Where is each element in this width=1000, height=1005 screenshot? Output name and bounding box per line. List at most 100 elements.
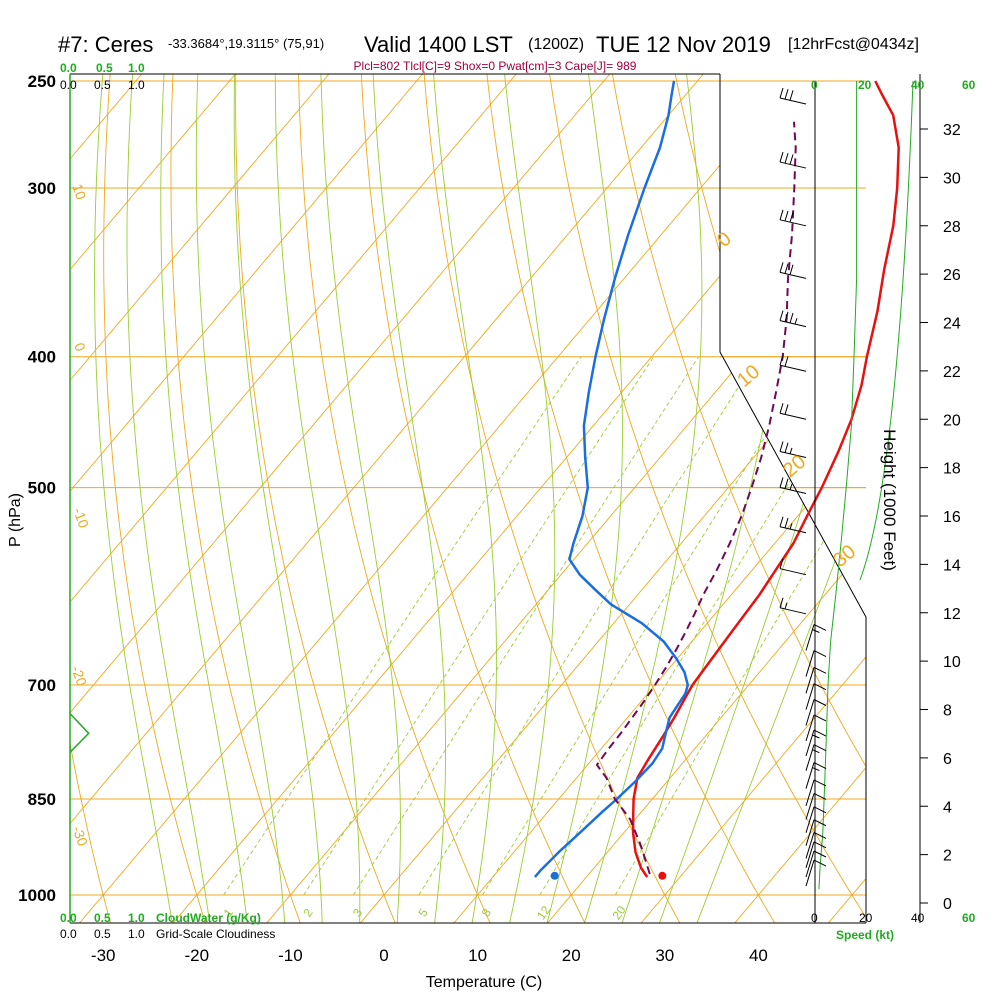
height-tick-label: 18 bbox=[943, 461, 961, 478]
isotherm-label: -20 bbox=[68, 664, 90, 689]
pressure-tick-label: 1000 bbox=[18, 886, 56, 905]
wind-barb-flag bbox=[813, 666, 827, 674]
cloud-top-green-tick-0: 0.0 bbox=[60, 61, 77, 75]
wind-barb-staff bbox=[779, 412, 807, 420]
wind-barb-staff bbox=[805, 859, 815, 887]
wind-barb bbox=[805, 793, 827, 820]
wind-barb bbox=[805, 699, 827, 726]
wind-barb bbox=[779, 151, 807, 169]
wind-barb-half bbox=[812, 734, 820, 739]
wind-barb-flag bbox=[784, 478, 789, 489]
wind-top-tick-0: 0 bbox=[811, 78, 818, 92]
wind-barb-staff bbox=[779, 161, 807, 169]
wind-barb-half bbox=[812, 749, 820, 754]
mixing-ratio-line bbox=[482, 356, 816, 896]
moist-adiabat-line bbox=[696, 74, 866, 923]
station-coords: -33.3684°,19.3115° (75,91) bbox=[168, 36, 324, 51]
wind-barb-flag bbox=[784, 356, 789, 367]
wind-barb bbox=[805, 744, 827, 771]
wind-barb-staff bbox=[779, 271, 807, 279]
height-tick-label: 12 bbox=[943, 606, 961, 623]
moist-adiabat-line bbox=[94, 74, 173, 923]
height-tick-label: 20 bbox=[943, 412, 961, 429]
isotherm-label: 20 bbox=[779, 451, 810, 482]
wind-barb-flag bbox=[813, 850, 827, 858]
isotherm-line bbox=[640, 74, 866, 923]
wind-barb-staff bbox=[779, 486, 807, 494]
wind-barb-flag bbox=[789, 264, 794, 275]
wind-barb bbox=[779, 477, 807, 494]
dry-adiabat-line bbox=[609, 74, 866, 923]
wind-bottom-black-tick-0: 0 bbox=[811, 911, 818, 925]
moist-adiabat-line bbox=[195, 74, 286, 923]
isotherm-line bbox=[359, 74, 866, 923]
cloud-bottom-black-tick-1: 0.5 bbox=[94, 927, 111, 941]
wind-barb-flag bbox=[813, 841, 827, 849]
wind-barb bbox=[779, 262, 807, 279]
moist-adiabat-line bbox=[583, 74, 703, 923]
dry-adiabat-line bbox=[546, 74, 866, 923]
pressure-tick-label: 400 bbox=[28, 348, 56, 367]
wind-barb-flag bbox=[779, 262, 784, 273]
wind-barb-staff bbox=[805, 762, 815, 789]
wind-barb-flag bbox=[813, 832, 827, 839]
wind-speed-upper-curve bbox=[859, 80, 914, 581]
moist-adiabat-line bbox=[274, 74, 361, 923]
wind-barb-flag bbox=[813, 793, 827, 800]
isotherm-label: 0 bbox=[713, 228, 736, 252]
isotherm-line bbox=[266, 74, 866, 923]
isotherm-label: 30 bbox=[829, 541, 860, 572]
dry-adiabat-line bbox=[484, 74, 776, 923]
height-tick-label: 30 bbox=[943, 170, 961, 187]
wind-barb-flag bbox=[813, 650, 827, 658]
wind-barb-flag bbox=[779, 310, 784, 321]
isotherm-label: -30 bbox=[69, 824, 91, 849]
moist-adiabat-line bbox=[160, 74, 248, 923]
moist-adiabat-line bbox=[233, 74, 323, 923]
moist-adiabat-line bbox=[371, 74, 446, 923]
wind-barb bbox=[805, 666, 827, 694]
forecast-run: [12hrFcst@0434z] bbox=[788, 36, 919, 53]
isotherm-line bbox=[172, 74, 866, 923]
parcel-line bbox=[595, 121, 797, 875]
wind-barb-staff bbox=[805, 667, 815, 694]
height-tick-label: 14 bbox=[943, 557, 961, 574]
wind-barb-staff bbox=[805, 793, 815, 820]
moist-adiabat-line bbox=[621, 74, 797, 923]
temperature-tick-label: 20 bbox=[562, 946, 581, 965]
wind-barb bbox=[805, 806, 827, 833]
dewpoint-line bbox=[533, 80, 690, 878]
wind-barb-flag bbox=[813, 699, 827, 706]
dry-adiabat-line bbox=[235, 74, 396, 923]
wind-barb-staff bbox=[805, 714, 815, 742]
isotherm-line bbox=[70, 74, 611, 923]
cloud-top-black-tick-0: 0.0 bbox=[60, 78, 77, 92]
temperature-tick-label: -20 bbox=[185, 946, 210, 965]
wind-barb-half bbox=[794, 318, 798, 325]
utc-time: (1200Z) bbox=[528, 36, 584, 53]
mixing-ratio-label: 20 bbox=[609, 903, 628, 922]
temperature-tick-label: 0 bbox=[379, 946, 388, 965]
wind-barb-staff bbox=[805, 683, 815, 710]
wind-barb-staff bbox=[779, 526, 807, 534]
wind-barb bbox=[779, 310, 807, 328]
wind-barb-staff bbox=[779, 219, 807, 227]
cloud-bottom-green-tick-0: 0.0 bbox=[60, 911, 77, 925]
forecast-date: TUE 12 Nov 2019 bbox=[596, 32, 771, 57]
wind-barb bbox=[805, 832, 827, 859]
wind-barb-flag bbox=[779, 597, 784, 608]
wind-barb bbox=[779, 209, 807, 227]
dry-adiabat-line bbox=[103, 74, 207, 923]
cloud-top-black-tick-1: 0.5 bbox=[94, 78, 111, 92]
wind-barb-flag bbox=[813, 624, 827, 631]
mixing-ratio-label: 5 bbox=[415, 906, 430, 920]
wind-barb-flag bbox=[789, 90, 794, 101]
temperature-surface-marker bbox=[658, 871, 667, 880]
wind-barb-flag bbox=[813, 819, 827, 827]
wind-bottom-black-tick-1: 20 bbox=[859, 911, 873, 925]
wind-barb-flag bbox=[813, 714, 827, 722]
wind-barb-flag bbox=[789, 154, 794, 165]
dry-adiabat-line bbox=[70, 74, 112, 923]
wind-barb-flag bbox=[789, 312, 794, 324]
